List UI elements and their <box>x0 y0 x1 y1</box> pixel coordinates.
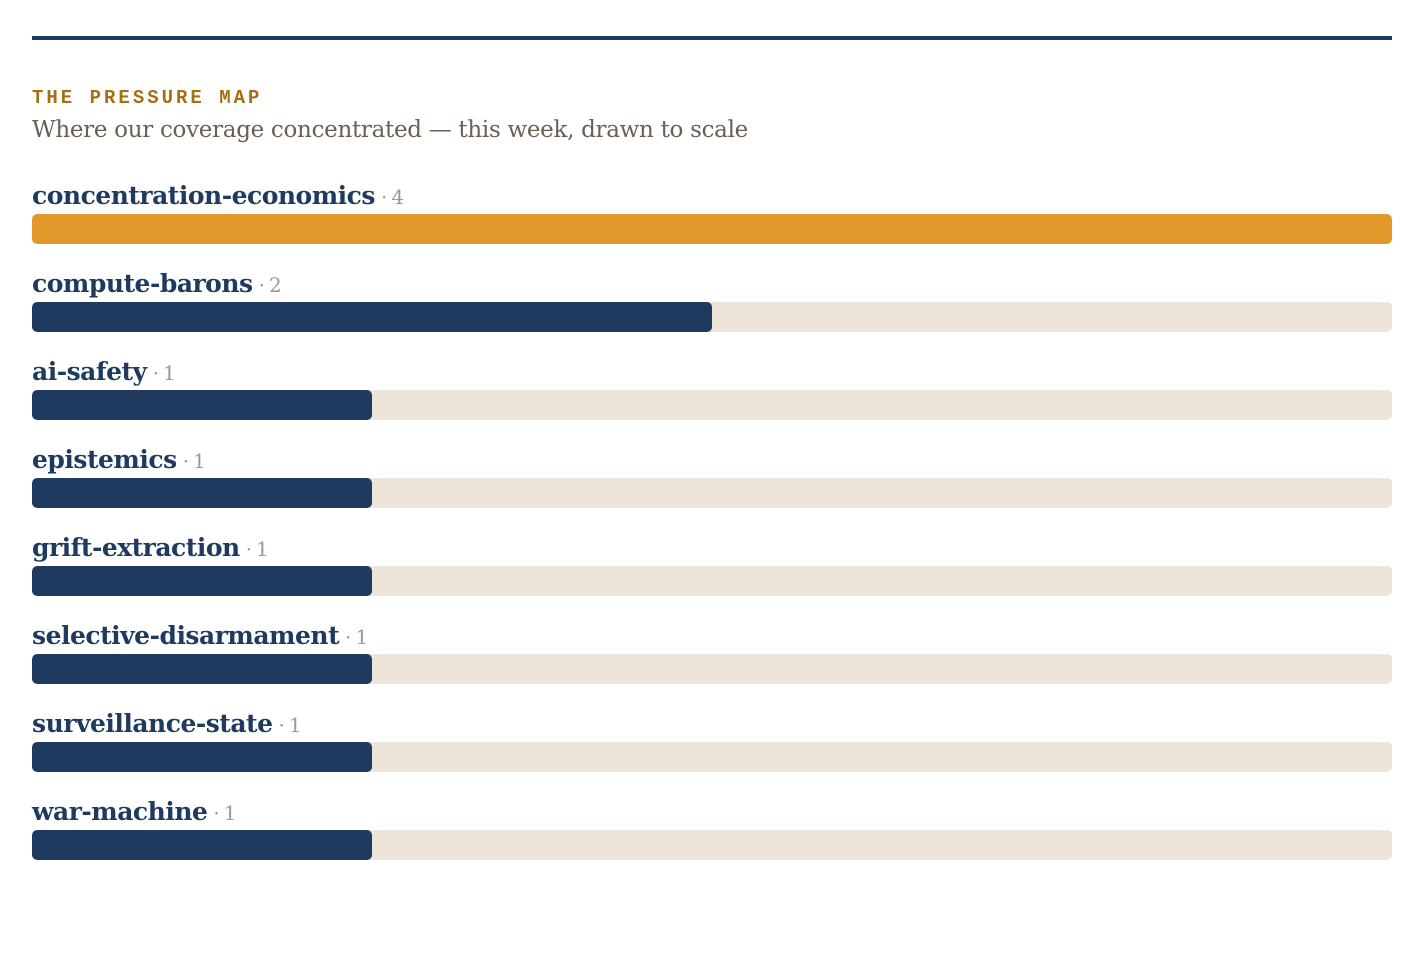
bar-row: epistemics · 1 <box>32 430 1392 518</box>
bar-category-label: war-machine <box>32 797 208 826</box>
chart-subtitle: Where our coverage concentrated — this w… <box>32 117 748 143</box>
bar-separator: · <box>245 537 253 561</box>
bar-value-label: 1 <box>256 537 269 561</box>
chart-kicker: THE PRESSURE MAP <box>32 87 263 109</box>
bar-track <box>32 742 1392 772</box>
bar-category-label: selective-disarmament <box>32 621 340 650</box>
bar-value-label: 4 <box>391 185 405 209</box>
bar-value-label: 1 <box>193 449 206 473</box>
bar-separator: · <box>152 361 159 385</box>
bar-row: selective-disarmament · 1 <box>32 606 1392 694</box>
bar-category-label: grift-extraction <box>32 533 240 562</box>
bar-label: concentration-economics · 4 <box>32 180 404 212</box>
bar-label: selective-disarmament · 1 <box>32 620 368 652</box>
bar-separator: · <box>380 185 388 209</box>
bar-value-label: 2 <box>268 273 282 297</box>
bar-row: war-machine · 1 <box>32 782 1392 870</box>
bar-category-label: surveillance-state <box>32 709 273 738</box>
bar <box>32 302 712 332</box>
bar-track <box>32 302 1392 332</box>
bar-track <box>32 654 1392 684</box>
bar-separator: · <box>182 449 190 473</box>
bar-label: epistemics · 1 <box>32 444 206 476</box>
bar-separator: · <box>345 625 352 649</box>
bar <box>32 566 372 596</box>
bar-value-label: 1 <box>223 801 237 825</box>
bar-separator: · <box>278 713 285 737</box>
bar-category-label: ai-safety <box>32 357 147 386</box>
bar-list: concentration-economics · 4 compute-barons ·… <box>32 166 1392 870</box>
bar-track <box>32 566 1392 596</box>
bar-separator: · <box>213 801 220 825</box>
bar-value-label: 1 <box>288 713 302 737</box>
bar-row: grift-extraction · 1 <box>32 518 1392 606</box>
bar-label: war-machine · 1 <box>32 796 237 828</box>
bar <box>32 478 372 508</box>
bar-category-label: compute-barons <box>32 269 253 298</box>
bar <box>32 214 1392 244</box>
bar-value-label: 1 <box>355 625 369 649</box>
bar-category-label: concentration-economics <box>32 181 375 210</box>
bar-track <box>32 478 1392 508</box>
bar <box>32 654 372 684</box>
bar-track <box>32 214 1392 244</box>
bar <box>32 390 372 420</box>
bar-value-label: 1 <box>162 361 176 385</box>
bar-separator: · <box>258 273 265 297</box>
top-rule <box>32 36 1392 40</box>
pressure-map: THE PRESSURE MAP Where our coverage conc… <box>32 36 1392 870</box>
bar-label: surveillance-state · 1 <box>32 708 302 740</box>
bar-track <box>32 390 1392 420</box>
bar <box>32 830 372 860</box>
bar-row: compute-barons · 2 <box>32 254 1392 342</box>
bar-label: compute-barons · 2 <box>32 268 282 300</box>
bar-row: concentration-economics · 4 <box>32 166 1392 254</box>
bar-track <box>32 830 1392 860</box>
bar <box>32 742 372 772</box>
bar-label: ai-safety · 1 <box>32 356 176 388</box>
bar-label: grift-extraction · 1 <box>32 532 269 564</box>
bar-category-label: epistemics <box>32 445 177 474</box>
bar-row: surveillance-state · 1 <box>32 694 1392 782</box>
bar-row: ai-safety · 1 <box>32 342 1392 430</box>
